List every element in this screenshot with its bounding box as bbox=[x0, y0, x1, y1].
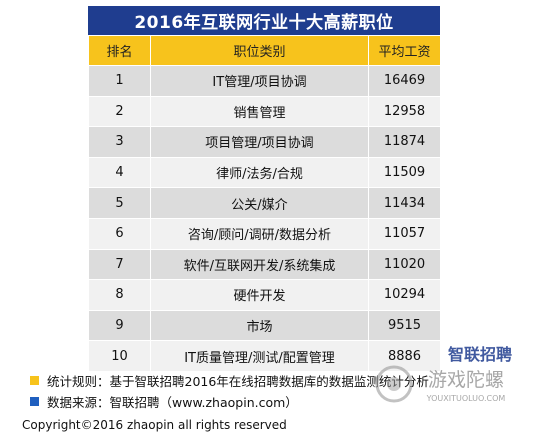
salary-cell: 10294 bbox=[368, 279, 441, 311]
table-row: 2 销售管理 12958 bbox=[88, 95, 441, 128]
table-row: 1 IT管理/项目协调 16469 bbox=[88, 65, 441, 97]
table-row: 8 硬件开发 10294 bbox=[88, 279, 441, 311]
header-salary: 平均工资 bbox=[368, 35, 441, 66]
salary-cell: 12958 bbox=[368, 95, 441, 128]
salary-cell: 11874 bbox=[368, 126, 441, 158]
table-row: 4 律师/法务/合规 11509 bbox=[88, 156, 441, 189]
rank-cell: 8 bbox=[88, 279, 151, 311]
spinning-top-icon bbox=[375, 365, 413, 403]
rank-cell: 7 bbox=[88, 248, 151, 281]
yellow-square-icon bbox=[30, 376, 39, 385]
salary-cell: 11509 bbox=[368, 156, 441, 189]
table-row: 3 项目管理/项目协调 11874 bbox=[88, 126, 441, 158]
category-cell: 软件/互联网开发/系统集成 bbox=[150, 248, 369, 281]
category-cell: 公关/媒介 bbox=[150, 187, 369, 219]
site-name-text: 游戏陀螺 bbox=[428, 369, 504, 391]
footnotes: 统计规则：基于智联招聘2016年在线招聘数据库的数据监测统计分析 数据来源：智联… bbox=[30, 370, 429, 412]
watermark-logo: 智联招聘 游戏陀螺 YOUXITUOLUO.COM bbox=[375, 345, 512, 403]
rule-note-text: 统计规则：基于智联招聘2016年在线招聘数据库的数据监测统计分析 bbox=[47, 374, 429, 389]
rank-cell: 10 bbox=[88, 340, 151, 372]
category-cell: 销售管理 bbox=[150, 95, 369, 128]
salary-cell: 11020 bbox=[368, 248, 441, 281]
rank-cell: 4 bbox=[88, 156, 151, 189]
rank-cell: 3 bbox=[88, 126, 151, 158]
site-url-text: YOUXITUOLUO.COM bbox=[426, 394, 506, 403]
blue-square-icon bbox=[30, 397, 39, 406]
rule-note: 统计规则：基于智联招聘2016年在线招聘数据库的数据监测统计分析 bbox=[30, 370, 429, 391]
table-row: 7 软件/互联网开发/系统集成 11020 bbox=[88, 248, 441, 281]
category-cell: 咨询/顾问/调研/数据分析 bbox=[150, 217, 369, 250]
source-note-text: 数据来源：智联招聘（www.zhaopin.com） bbox=[47, 395, 298, 410]
category-cell: 硬件开发 bbox=[150, 279, 369, 311]
table-title: 2016年互联网行业十大高薪职位 bbox=[88, 6, 440, 35]
category-cell: IT管理/项目协调 bbox=[150, 65, 369, 97]
category-cell: IT质量管理/测试/配置管理 bbox=[150, 340, 369, 372]
salary-cell: 11057 bbox=[368, 217, 441, 250]
table-row: 10 IT质量管理/测试/配置管理 8886 bbox=[88, 340, 441, 372]
rank-cell: 2 bbox=[88, 95, 151, 128]
category-cell: 市场 bbox=[150, 309, 369, 342]
header-category: 职位类别 bbox=[150, 35, 369, 66]
salary-table: 排名 职位类别 平均工资 1 IT管理/项目协调 16469 2 销售管理 12958 … bbox=[88, 35, 441, 372]
category-cell: 项目管理/项目协调 bbox=[150, 126, 369, 158]
brand-logo-text: 智联招聘 bbox=[448, 345, 512, 364]
rank-cell: 1 bbox=[88, 65, 151, 97]
salary-cell: 9515 bbox=[368, 309, 441, 342]
category-cell: 律师/法务/合规 bbox=[150, 156, 369, 189]
table-header-row: 排名 职位类别 平均工资 bbox=[88, 35, 441, 66]
salary-cell: 16469 bbox=[368, 65, 441, 97]
salary-cell: 11434 bbox=[368, 187, 441, 219]
source-note: 数据来源：智联招聘（www.zhaopin.com） bbox=[30, 391, 429, 412]
header-rank: 排名 bbox=[88, 35, 151, 66]
rank-cell: 9 bbox=[88, 309, 151, 342]
copyright-text: Copyright©2016 zhaopin all rights reserv… bbox=[22, 418, 287, 432]
table-row: 5 公关/媒介 11434 bbox=[88, 187, 441, 219]
table-row: 6 咨询/顾问/调研/数据分析 11057 bbox=[88, 217, 441, 250]
rank-cell: 5 bbox=[88, 187, 151, 219]
table-row: 9 市场 9515 bbox=[88, 309, 441, 342]
rank-cell: 6 bbox=[88, 217, 151, 250]
